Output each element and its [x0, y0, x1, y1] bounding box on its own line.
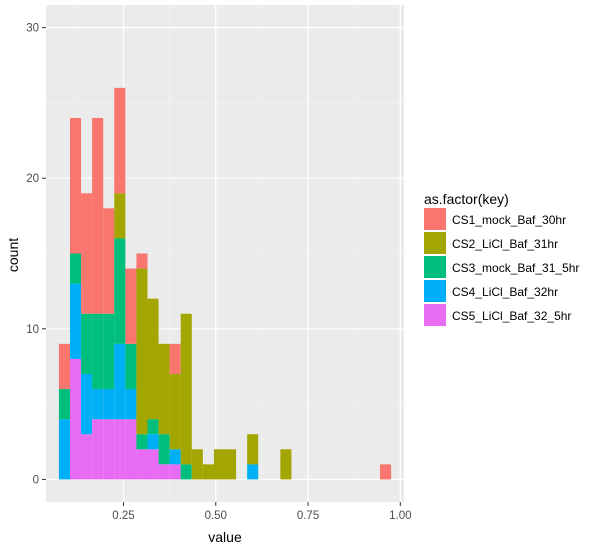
bar-segment — [58, 389, 70, 420]
bar-segment — [147, 298, 159, 420]
bar-segment — [114, 193, 126, 239]
bar-segment — [147, 449, 159, 480]
legend-label: CS4_LiCl_Baf_32hr — [452, 285, 558, 299]
y-tick-label: 20 — [26, 173, 39, 185]
bar-segment — [136, 449, 148, 480]
bar-segment — [69, 283, 82, 359]
legend: as.factor(key) CS1_mock_Baf_30hr CS2_LiCl… — [424, 191, 579, 326]
bar-segment — [380, 464, 392, 480]
bar-segment — [103, 419, 115, 480]
bar-segment — [180, 313, 192, 465]
bar-segment — [280, 449, 292, 480]
bar-segment — [169, 343, 181, 374]
bar-segment — [202, 464, 214, 480]
legend-key — [424, 280, 446, 302]
bar-segment — [114, 87, 126, 194]
bar-segment — [147, 419, 159, 435]
bar-segment — [103, 208, 115, 314]
y-axis: 0 10 20 30 — [26, 23, 46, 486]
x-tick-label: 0.75 — [297, 510, 319, 522]
legend-label: CS3_mock_Baf_31_5hr — [452, 261, 579, 275]
minor-gridlines — [46, 5, 404, 502]
bar-segment — [169, 373, 181, 450]
bar-segment — [247, 464, 259, 480]
bar-segment — [158, 434, 170, 465]
legend-title: as.factor(key) — [424, 191, 509, 207]
legend-key — [424, 304, 446, 326]
bar-segment — [136, 434, 148, 450]
x-axis: 0.25 0.50 0.75 1.00 — [112, 502, 412, 522]
bar-segment — [169, 464, 181, 480]
bar-segment — [114, 238, 126, 344]
bar-segment — [69, 358, 82, 480]
bar-segment — [169, 449, 181, 465]
bar-segment — [81, 373, 93, 435]
bar-segment — [103, 313, 115, 390]
bar-segment — [225, 449, 237, 480]
legend-label: CS2_LiCl_Baf_31hr — [452, 237, 558, 251]
y-tick-label: 10 — [26, 324, 39, 336]
bar-segment — [158, 343, 170, 435]
bar-segment — [81, 434, 93, 480]
bar-segment — [58, 419, 70, 480]
bar-segment — [247, 434, 259, 465]
bar-segment — [213, 449, 225, 480]
legend-label: CS1_mock_Baf_30hr — [452, 213, 566, 227]
bar-segment — [180, 464, 192, 480]
x-axis-label: value — [208, 529, 242, 545]
x-tick-label: 1.00 — [389, 510, 411, 522]
legend-key — [424, 256, 446, 278]
bar-segment — [81, 313, 93, 374]
bar-segment — [125, 268, 137, 344]
legend-key — [424, 208, 446, 230]
bar-segment — [92, 419, 104, 480]
x-tick-label: 0.25 — [112, 510, 134, 522]
bar-segment — [81, 193, 93, 314]
legend-key — [424, 232, 446, 254]
y-tick-label: 0 — [33, 474, 39, 486]
bar-segment — [114, 419, 126, 480]
bar-segment — [92, 117, 104, 314]
y-tick-label: 30 — [26, 23, 39, 35]
bar-segment — [125, 389, 137, 420]
bar-segment — [191, 449, 203, 480]
bar-segment — [136, 268, 148, 435]
bar-segment — [136, 253, 148, 269]
bar-segment — [103, 389, 115, 420]
bar-segment — [92, 389, 104, 420]
bar-segment — [125, 343, 137, 390]
y-axis-label: count — [5, 238, 21, 272]
bars-layer — [58, 87, 392, 480]
bar-segment — [92, 313, 104, 390]
bar-segment — [69, 253, 82, 284]
legend-label: CS5_LiCl_Baf_32_5hr — [452, 309, 571, 323]
bar-segment — [147, 434, 159, 450]
bar-segment — [158, 464, 170, 480]
bar-segment — [58, 343, 70, 390]
bar-segment — [69, 117, 82, 254]
bar-segment — [125, 419, 137, 480]
bar-segment — [114, 343, 126, 420]
x-tick-label: 0.50 — [205, 510, 227, 522]
